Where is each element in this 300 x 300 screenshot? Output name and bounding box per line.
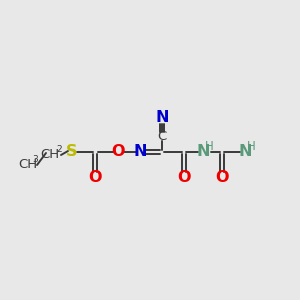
Text: N: N <box>196 145 210 160</box>
Text: O: O <box>111 145 125 160</box>
Text: N: N <box>238 145 252 160</box>
Text: N: N <box>155 110 169 124</box>
Text: O: O <box>88 170 102 185</box>
Text: N: N <box>133 145 147 160</box>
Text: C: C <box>158 130 166 143</box>
Text: 2: 2 <box>56 146 62 154</box>
Text: CH: CH <box>18 158 38 170</box>
Text: S: S <box>66 145 78 160</box>
Text: CH: CH <box>40 148 60 160</box>
Text: O: O <box>215 170 229 185</box>
Text: H: H <box>247 140 255 154</box>
Text: H: H <box>205 140 213 154</box>
Text: 3: 3 <box>32 155 38 164</box>
Text: O: O <box>177 170 191 185</box>
